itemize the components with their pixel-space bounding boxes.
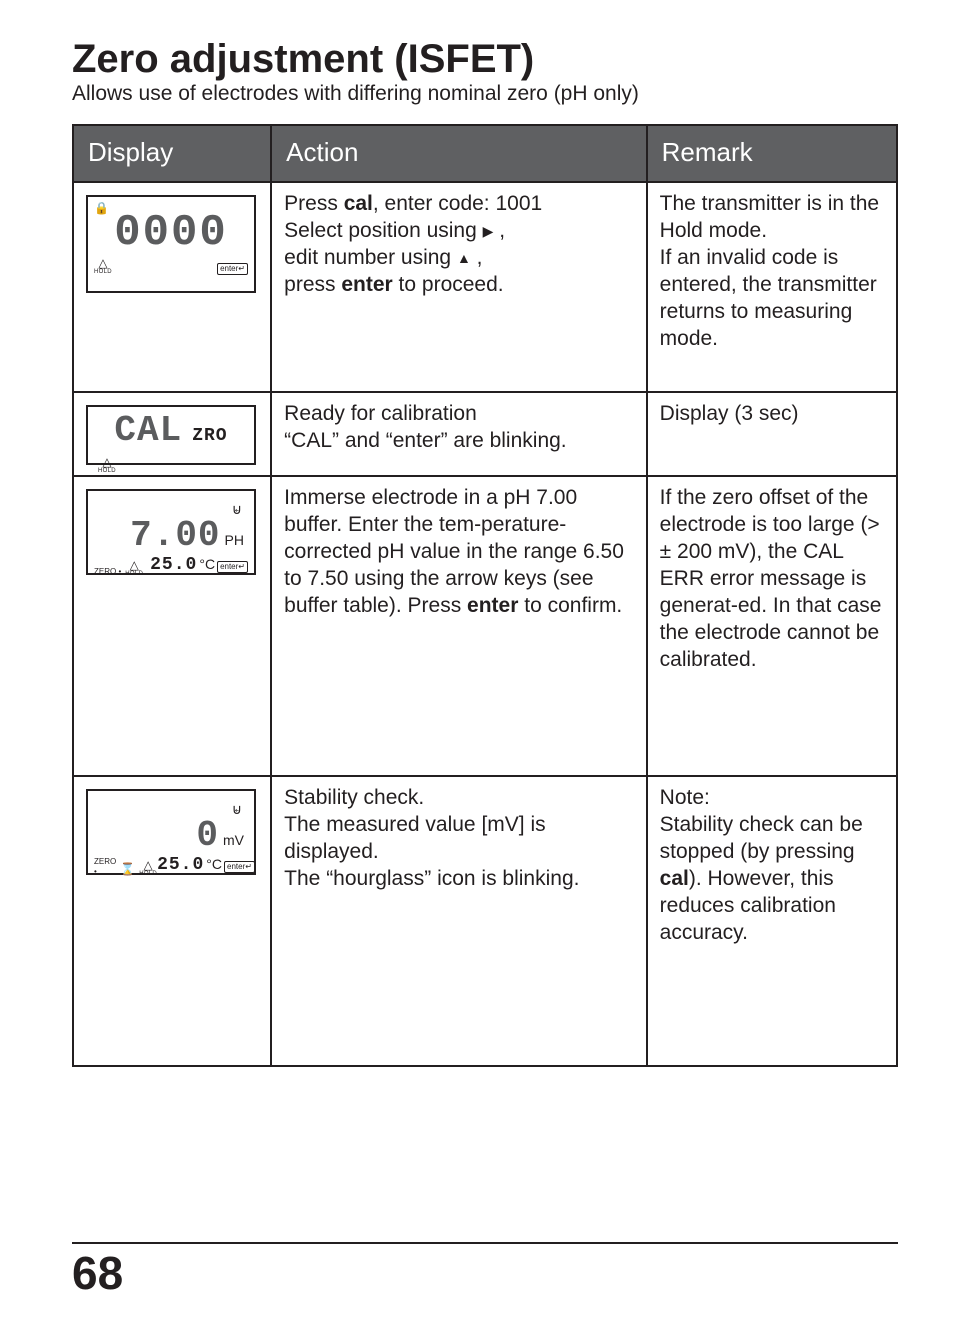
page-footer: 68 — [72, 1242, 898, 1300]
lcd-sub-unit: °C — [199, 556, 215, 574]
lcd-sub: 25.0 — [157, 854, 204, 877]
cell-display: CAL ZRO △HOLD — [73, 392, 271, 476]
col-display: Display — [73, 125, 271, 182]
sensor-icon: ⊌ — [232, 801, 242, 817]
table-row: ⊌ 7.00 PH ZERO • △HOLD 25.0 °C enter↵ Im… — [73, 476, 897, 776]
page-title: Zero adjustment (ISFET) — [72, 38, 898, 80]
lcd-main: 7.00 — [130, 518, 220, 554]
procedure-table: Display Action Remark 🔒 0000 △HOLD enter… — [72, 124, 898, 1067]
page-number: 68 — [72, 1246, 898, 1300]
page-subtitle: Allows use of electrodes with differing … — [72, 82, 898, 106]
lcd-display: ⊌ 7.00 PH ZERO • △HOLD 25.0 °C enter↵ — [86, 489, 256, 575]
enter-key-icon: enter↵ — [224, 861, 255, 873]
cell-remark: The transmitter is in the Hold mode.If a… — [647, 182, 897, 392]
enter-key-icon: enter↵ — [217, 561, 248, 573]
lcd-main: CAL — [114, 413, 182, 449]
hourglass-icon: ⌛ — [120, 862, 135, 877]
table-row: CAL ZRO △HOLDReady for calibration“CAL” … — [73, 392, 897, 476]
cell-remark: Note:Stability check can be stopped (by … — [647, 776, 897, 1066]
col-remark: Remark — [647, 125, 897, 182]
cell-action: Stability check.The measured value [mV] … — [271, 776, 646, 1066]
lcd-sub: 25.0 — [150, 554, 197, 577]
table-row: 🔒 0000 △HOLD enter↵ Press cal, enter cod… — [73, 182, 897, 392]
col-action: Action — [271, 125, 646, 182]
cell-display: 🔒 0000 △HOLD enter↵ — [73, 182, 271, 392]
cell-remark: Display (3 sec) — [647, 392, 897, 476]
table-row: ⊌ 0 mV ZERO • ⌛ △HOLD 25.0 °C enter↵ Sta… — [73, 776, 897, 1066]
lcd-sub-unit: °C — [206, 856, 222, 874]
cell-action: Ready for calibration“CAL” and “enter” a… — [271, 392, 646, 476]
zero-label: ZERO • — [94, 567, 121, 577]
lcd-sub: ZRO — [192, 425, 227, 448]
hold-icon: △HOLD — [139, 859, 157, 877]
cell-action: Press cal, enter code: 1001Select positi… — [271, 182, 646, 392]
lcd-main-unit: PH — [225, 532, 244, 550]
zero-label: ZERO • — [94, 857, 116, 877]
hold-icon: △HOLD — [94, 257, 112, 275]
table-header-row: Display Action Remark — [73, 125, 897, 182]
enter-key-icon: enter↵ — [217, 263, 248, 275]
lcd-main: 0000 — [114, 208, 228, 258]
lcd-display: ⊌ 0 mV ZERO • ⌛ △HOLD 25.0 °C enter↵ — [86, 789, 256, 875]
cell-remark: If the zero offset of the electrode is t… — [647, 476, 897, 776]
lcd-display: 🔒 0000 △HOLD enter↵ — [86, 195, 256, 293]
lock-icon: 🔒 — [94, 201, 109, 216]
cell-action: Immerse electrode in a pH 7.00 buffer. E… — [271, 476, 646, 776]
lcd-display: CAL ZRO △HOLD — [86, 405, 256, 465]
hold-icon: △HOLD — [125, 559, 143, 577]
sensor-icon: ⊌ — [232, 501, 242, 517]
lcd-main-unit: mV — [223, 832, 244, 850]
cell-display: ⊌ 0 mV ZERO • ⌛ △HOLD 25.0 °C enter↵ — [73, 776, 271, 1066]
hold-icon: △HOLD — [98, 456, 116, 474]
cell-display: ⊌ 7.00 PH ZERO • △HOLD 25.0 °C enter↵ — [73, 476, 271, 776]
lcd-main: 0 — [196, 818, 219, 854]
